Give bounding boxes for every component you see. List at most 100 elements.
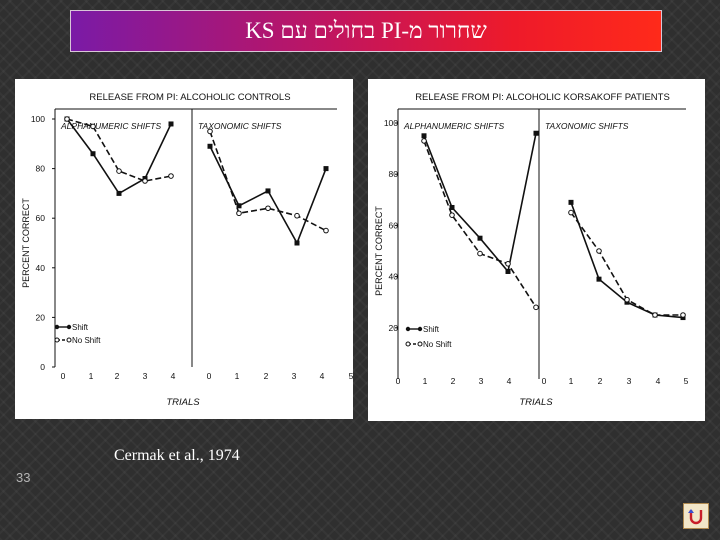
x-tick-label: 0 [542, 376, 547, 386]
data-point [294, 212, 300, 219]
x-tick-label: 4 [320, 371, 325, 381]
data-point [265, 188, 271, 194]
data-point [568, 209, 574, 216]
data-point [449, 212, 455, 218]
chart-title: RELEASE FROM PI: ALCOHOLIC CONTROLS [89, 92, 290, 103]
data-point [168, 121, 174, 127]
data-point [236, 210, 242, 217]
data-point [596, 248, 602, 254]
x-tick-label: 4 [656, 376, 661, 386]
subplot-title: ALPHANUMERIC SHIFTS [60, 121, 161, 131]
x-tick-label: 4 [507, 376, 512, 386]
data-point [168, 173, 174, 179]
x-tick-label: 2 [451, 376, 456, 386]
subplot-title: TAXONOMIC SHIFTS [545, 121, 629, 131]
data-point [265, 205, 271, 212]
legend-label: Shift [72, 323, 89, 332]
series-line [66, 118, 172, 182]
x-tick-label: 3 [143, 371, 148, 381]
data-point [505, 268, 511, 274]
slide-number: 33 [16, 470, 31, 485]
x-tick-label: 0 [396, 376, 401, 386]
data-point [207, 143, 213, 149]
data-point [533, 304, 539, 311]
y-tick-label: 40 [389, 272, 399, 282]
legend-marker [405, 341, 411, 347]
citation: Cermak et al., 1974 [114, 447, 240, 464]
chart-background [15, 79, 353, 419]
y-tick-label: 20 [389, 323, 399, 333]
data-point [477, 250, 483, 257]
data-point [533, 130, 539, 136]
legend-marker [405, 326, 411, 332]
return-button[interactable] [683, 503, 709, 529]
y-tick-label: 40 [36, 263, 46, 273]
subplot-title: TAXONOMIC SHIFTS [198, 121, 282, 131]
x-tick-label: 1 [235, 371, 240, 381]
data-point [90, 151, 96, 157]
legend-label: Shift [423, 325, 440, 334]
data-point [236, 203, 242, 209]
legend-marker [66, 324, 72, 330]
x-tick-label: 1 [569, 376, 574, 386]
y-axis-label: PERCENT CORRECT [374, 206, 384, 296]
x-axis-label: TRIALS [519, 397, 553, 408]
y-tick-label: 0 [40, 362, 45, 372]
x-tick-label: 4 [171, 371, 176, 381]
series-line [209, 131, 327, 232]
legend-marker [66, 337, 72, 343]
data-point [116, 168, 122, 174]
slide-title-banner: שחרור מ-PI בחולים עם KS [70, 10, 662, 52]
legend-marker [417, 341, 423, 347]
y-tick-label: 100 [384, 118, 398, 128]
y-tick-label: 60 [36, 213, 46, 223]
x-tick-label: 1 [89, 371, 94, 381]
data-point [624, 296, 630, 303]
data-point [90, 123, 96, 130]
chart-controls: RELEASE FROM PI: ALCOHOLIC CONTROLS PERCE… [15, 79, 353, 419]
legend-label: No Shift [423, 340, 452, 349]
x-tick-label: 2 [115, 371, 120, 381]
x-tick-label: 3 [627, 376, 632, 386]
chart-panel-controls: RELEASE FROM PI: ALCOHOLIC CONTROLS PERCE… [15, 79, 353, 419]
x-axis-label: TRIALS [166, 397, 200, 408]
data-point [568, 199, 574, 205]
x-tick-label: 3 [292, 371, 297, 381]
data-point [294, 240, 300, 246]
subplot-title: ALPHANUMERIC SHIFTS [403, 121, 504, 131]
data-point [64, 116, 70, 122]
data-point [116, 190, 122, 196]
data-point [142, 178, 148, 184]
y-tick-label: 80 [36, 164, 46, 174]
data-point [421, 138, 427, 144]
legend-marker [54, 324, 60, 330]
x-tick-label: 5 [684, 376, 689, 386]
data-point [596, 276, 602, 282]
x-tick-label: 3 [479, 376, 484, 386]
legend-marker [417, 326, 423, 332]
y-tick-label: 60 [389, 220, 399, 230]
x-tick-label: 5 [349, 371, 353, 381]
data-point [323, 166, 329, 172]
x-tick-label: 1 [423, 376, 428, 386]
data-point [323, 227, 329, 234]
data-point [449, 204, 455, 210]
legend-marker [54, 337, 60, 343]
x-tick-label: 2 [264, 371, 269, 381]
y-axis-label: PERCENT CORRECT [21, 198, 31, 288]
y-tick-label: 20 [36, 312, 46, 322]
data-point [652, 312, 658, 318]
x-tick-label: 2 [598, 376, 603, 386]
return-arrow-icon [688, 509, 703, 525]
x-tick-label: 0 [61, 371, 66, 381]
data-point [505, 261, 511, 267]
y-tick-label: 100 [31, 114, 45, 124]
x-tick-label: 0 [207, 371, 212, 381]
data-point [680, 312, 686, 318]
data-point [207, 128, 213, 135]
data-point [421, 133, 427, 139]
slide-title: שחרור מ-PI בחולים עם KS [245, 18, 487, 43]
chart-korsakoff: RELEASE FROM PI: ALCOHOLIC KORSAKOFF PAT… [368, 79, 705, 421]
chart-panel-korsakoff: RELEASE FROM PI: ALCOHOLIC KORSAKOFF PAT… [368, 79, 705, 421]
legend-label: No Shift [72, 336, 101, 345]
